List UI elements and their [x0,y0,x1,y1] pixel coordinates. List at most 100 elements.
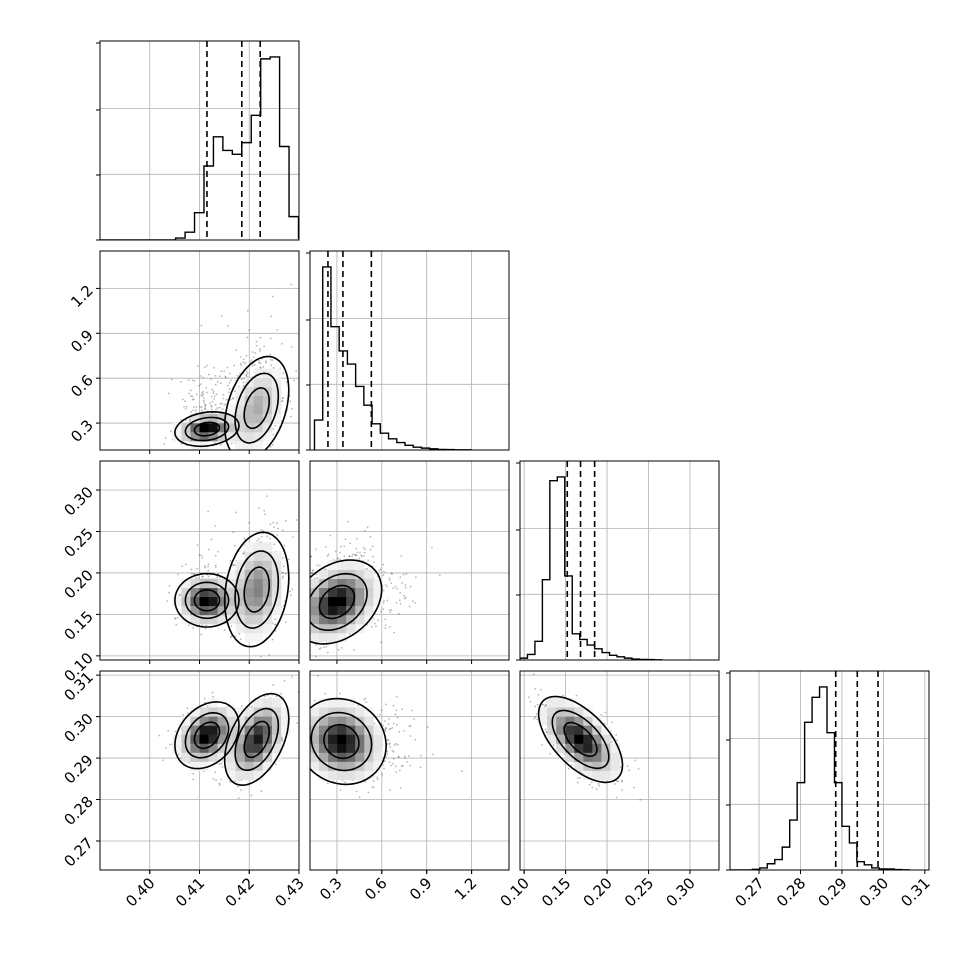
sample-point [201,575,204,578]
density-cell [199,422,209,433]
density-cell [364,743,374,753]
density-cell [235,596,246,607]
density-cell [355,560,365,570]
sample-point [392,722,395,725]
density-cell [355,587,365,598]
sample-point [426,726,429,728]
sample-point [238,466,240,468]
contour-level-2 [243,387,271,430]
sample-point [229,780,231,783]
sample-point [289,561,291,563]
sample-point [290,594,292,597]
density-cell [235,431,246,442]
density-cell [190,605,200,616]
sample-point [415,576,417,579]
sample-point [388,789,391,792]
sample-point [253,451,255,453]
sample-point [388,609,391,612]
sample-point [394,742,397,745]
sample-point [220,314,223,317]
sample-point [192,398,195,401]
sample-point [408,605,411,608]
density-cell [226,752,237,762]
sample-point [294,733,296,735]
density-cell [337,605,347,616]
density-cell [253,725,264,735]
sample-point [281,529,284,531]
sample-point [287,558,290,561]
density-cell [328,560,338,570]
hist-panel-2 [516,460,720,661]
density-cell [190,431,200,442]
density-cell [310,614,320,625]
sample-point [388,743,391,746]
density-cell [364,569,374,579]
sample-point [222,452,224,454]
sample-point [341,647,343,649]
sample-point [195,393,198,396]
sample-point [269,337,272,340]
density-cell [319,623,329,634]
sample-point [375,625,377,628]
sample-point [391,573,393,575]
sample-point [191,379,194,382]
density-cell [208,752,218,762]
sample-point [308,565,310,567]
sample-point [381,773,384,776]
sample-point [313,699,316,702]
contour-level-0 [174,701,240,770]
sample-point [227,324,229,327]
sample-point [205,386,208,389]
density-cell [217,605,228,616]
sample-point [210,538,213,541]
density-cell [253,569,264,579]
sample-point [396,587,398,590]
sample-point [176,616,179,619]
sample-point [193,573,196,575]
density-cell [199,614,209,625]
sample-point [214,566,217,569]
sample-point [355,790,358,793]
density-cell [181,578,191,589]
density-cell [181,614,191,625]
sample-point [188,420,191,423]
sample-point [262,365,265,368]
sample-point [158,734,161,737]
sample-point [390,572,393,575]
contour-level-1 [184,711,230,759]
density-cell [337,743,347,753]
density-cell [346,614,356,625]
density-cell [253,587,264,598]
sample-point [306,754,308,756]
sample-point [186,707,189,710]
sample-point [387,739,390,742]
sample-point [306,591,308,593]
sample-point [272,521,275,524]
sample-point [190,410,193,413]
sample-point [175,623,178,626]
sample-point [305,584,307,586]
sample-point [220,402,223,405]
panel-content [290,671,509,870]
density-cell [337,698,347,708]
sample-point [236,461,238,463]
density-cell [226,716,237,726]
sample-point [306,571,308,573]
sample-point [384,618,387,621]
sample-point [177,573,179,576]
density-cell [199,578,209,589]
density-cell [253,413,264,424]
sample-point [242,358,245,361]
density-cell [190,587,200,598]
sample-point [205,624,208,627]
sample-point [218,406,221,409]
sample-point [310,555,313,558]
contour-level-2 [193,721,221,750]
density-cell [355,770,365,780]
sample-point [280,692,283,695]
sample-point [290,726,292,728]
sample-point [207,569,210,572]
sample-point [403,597,406,600]
sample-point [302,622,304,624]
density-cell [235,587,246,598]
